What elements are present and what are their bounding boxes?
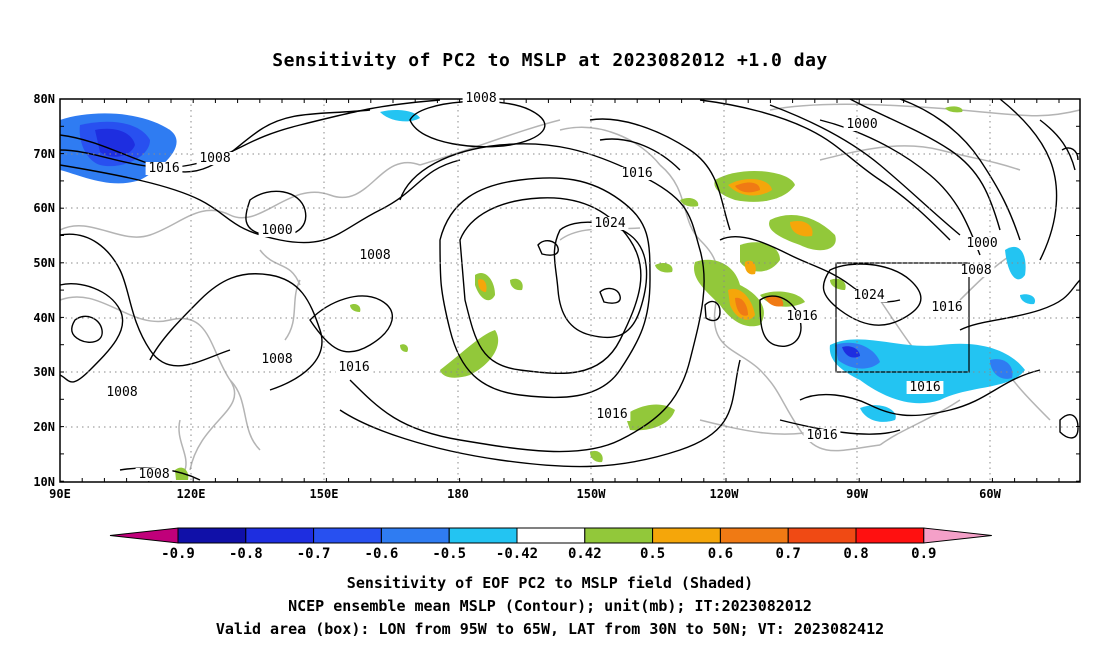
- contour-label: 1008: [199, 151, 230, 166]
- contour-label: 1016: [909, 380, 940, 395]
- longitude-label: 90E: [49, 487, 71, 501]
- latitude-label: 80N: [33, 92, 55, 106]
- contour-label: 1008: [106, 385, 137, 400]
- colorbar-label: 0.42: [568, 546, 602, 562]
- contour-label: 1024: [853, 288, 884, 303]
- contour-label-bg: [906, 381, 944, 394]
- contour-label-bg: [957, 264, 995, 277]
- coastlines: [59, 103, 1081, 471]
- colorbar-label: -0.6: [365, 546, 399, 562]
- contour-label: 1016: [786, 309, 817, 324]
- colorbar-segment: [787, 527, 857, 544]
- contour-label-bg: [196, 152, 234, 165]
- longitude-label: 150W: [577, 487, 607, 501]
- latitude-labels: 80N 70N 60N 50N 40N 30N 20N 10N: [33, 92, 55, 489]
- tick-marks: [59, 98, 1080, 482]
- contour-label-bg: [335, 361, 373, 374]
- contour-label-bg: [145, 162, 183, 175]
- latitude-label: 70N: [33, 147, 55, 161]
- latitude-label: 20N: [33, 420, 55, 434]
- colorbar-arrow-low: [109, 527, 179, 544]
- colorbar-segment: [652, 527, 721, 544]
- colorbar-arrow-high: [923, 527, 992, 544]
- colorbar-segment: [177, 527, 247, 544]
- contour-label: 1024: [594, 216, 625, 231]
- colorbar-label: 0.9: [911, 546, 936, 562]
- colorbar-label: 0.8: [843, 546, 868, 562]
- colorbar-segment: [380, 527, 450, 544]
- contour-label-bg: [591, 217, 629, 230]
- colorbar-label: 0.7: [776, 546, 801, 562]
- contour-label-bg: [462, 92, 500, 105]
- contour-label-bg: [258, 224, 296, 237]
- contour-label: 1016: [148, 161, 179, 176]
- isobar-contours: [59, 98, 1081, 481]
- caption-line-3: Valid area (box): LON from 95W to 65W, L…: [215, 620, 885, 638]
- colorbar-label: -0.5: [432, 546, 466, 562]
- colorbar-segment: [448, 527, 518, 544]
- latitude-label: 30N: [33, 365, 55, 379]
- contour-label: 1008: [359, 248, 390, 263]
- contour-label: 1016: [338, 360, 369, 375]
- colorbar-label: -0.9: [161, 546, 195, 562]
- latitude-label: 60N: [33, 201, 55, 215]
- longitude-label: 150E: [310, 487, 339, 501]
- longitude-labels: 90E 120E 150E 180 150W 120W 90W 60W: [49, 487, 1001, 501]
- sensitivity-shading: [60, 106, 1036, 480]
- longitude-label: 60W: [979, 487, 1001, 501]
- colorbar-segment: [584, 527, 654, 544]
- contour-label-bg: [963, 237, 1001, 250]
- graticule: [60, 99, 1080, 482]
- contour-label-bg: [593, 408, 631, 421]
- latitude-label: 50N: [33, 256, 55, 270]
- contour-label: 1016: [621, 166, 652, 181]
- colorbar-label: -0.8: [229, 546, 263, 562]
- contour-label-bg: [803, 429, 841, 442]
- colorbar-segment: [245, 527, 315, 544]
- contour-label-bg: [618, 167, 656, 180]
- contour-labels: 1008 1016 1008 1000 1008 1008 1008 1016 1008 1016…: [103, 91, 1001, 482]
- colorbar-segment: [855, 527, 925, 544]
- contour-label-bg: [928, 301, 966, 314]
- contour-label-bg: [783, 310, 821, 323]
- latitude-label: 10N: [33, 475, 55, 489]
- colorbar-segment: [516, 527, 586, 544]
- contour-label-bg: [850, 289, 888, 302]
- colorbar-label: -0.42: [496, 546, 538, 562]
- longitude-label: 120W: [710, 487, 740, 501]
- contour-label: 1000: [261, 223, 292, 238]
- contour-label: 1016: [806, 428, 837, 443]
- contour-label-bg: [103, 386, 141, 399]
- contour-label-bg: [356, 249, 394, 262]
- caption-line-1: Sensitivity of EOF PC2 to MSLP field (Sh…: [346, 574, 754, 592]
- longitude-label: 180: [447, 487, 469, 501]
- contour-label-bg: [843, 118, 881, 131]
- contour-label: 1008: [261, 352, 292, 367]
- contour-label-bg: [258, 353, 296, 366]
- contour-label: 1000: [966, 236, 997, 251]
- contour-label: 1016: [931, 300, 962, 315]
- colorbar-label: 0.6: [708, 546, 733, 562]
- colorbar: -0.9 -0.8 -0.7 -0.6 -0.5 -0.42 0.42 0.5 0.6 0.7 0.…: [109, 527, 992, 562]
- contour-label-bg: [135, 468, 173, 481]
- map-title: Sensitivity of PC2 to MSLP at 2023082012…: [272, 50, 828, 71]
- contour-label: 1016: [596, 407, 627, 422]
- latitude-label: 40N: [33, 311, 55, 325]
- colorbar-segment: [313, 527, 382, 544]
- contour-label: 1000: [846, 117, 877, 132]
- contour-label: 1008: [465, 91, 496, 106]
- caption-line-2: NCEP ensemble mean MSLP (Contour); unit(…: [288, 597, 812, 615]
- contour-label: 1008: [960, 263, 991, 278]
- colorbar-label: 0.5: [640, 546, 665, 562]
- longitude-label: 120E: [177, 487, 206, 501]
- colorbar-segment: [719, 527, 789, 544]
- colorbar-label: -0.7: [297, 546, 331, 562]
- negative-sensitivity-region-se: [829, 339, 1025, 404]
- longitude-label: 90W: [846, 487, 868, 501]
- contour-label: 1008: [138, 467, 169, 482]
